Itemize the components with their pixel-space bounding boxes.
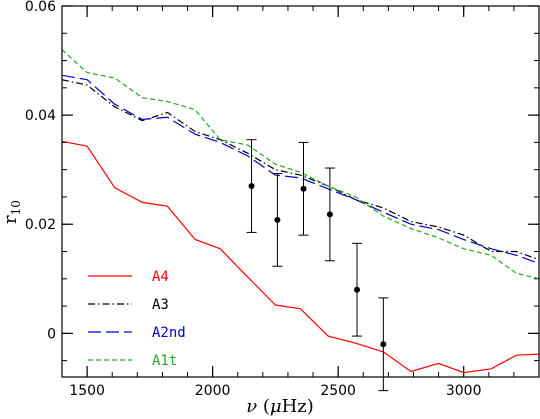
y-tick-label: 0.06 (25, 0, 56, 15)
x-tick-label: 2500 (320, 383, 356, 399)
major-ticks (62, 5, 539, 377)
series-line-a3 (62, 79, 539, 261)
legend-label-a2nd: A2nd (152, 325, 186, 341)
plot-frame (61, 5, 540, 378)
series-lines (62, 49, 539, 374)
series-line-a4 (62, 140, 539, 374)
x-axis-label: ν (μHz) (246, 396, 314, 417)
y-tick-label: 0.04 (25, 108, 56, 124)
x-tick-labels: 1500 2000 2500 3000 (69, 383, 481, 399)
data-point (300, 185, 307, 192)
y-tick-labels: 0 0.02 0.04 0.06 (25, 0, 56, 342)
observations (246, 139, 389, 392)
y-tick-label: 0.02 (25, 217, 56, 233)
legend: A4 A3 A2nd A1t (88, 269, 186, 369)
data-point (326, 211, 333, 218)
x-tick-label: 1500 (69, 383, 105, 399)
data-point (380, 341, 387, 348)
legend-label-a1t: A1t (152, 353, 177, 369)
y-tick-label: 0 (47, 326, 56, 342)
series-line-a1t (62, 49, 539, 280)
data-point (248, 183, 255, 190)
series-line-a2nd (62, 74, 539, 265)
data-point (353, 286, 360, 293)
x-tick-label: 3000 (446, 383, 482, 399)
x-tick-label: 2000 (195, 383, 231, 399)
minor-ticks (61, 5, 540, 377)
legend-label-a3: A3 (152, 297, 169, 313)
y-axis-label: r10 (0, 200, 23, 224)
legend-label-a4: A4 (152, 269, 169, 285)
data-point (274, 216, 281, 223)
